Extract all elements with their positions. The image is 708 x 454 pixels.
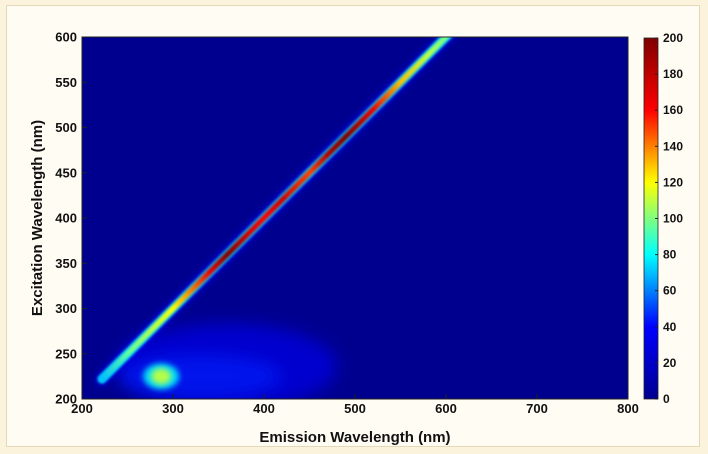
y-tick-label: 400 <box>55 211 77 226</box>
y-tick-label: 450 <box>55 165 77 180</box>
x-tick-label: 300 <box>162 401 184 416</box>
y-tick-label: 600 <box>55 30 77 45</box>
fluorescence-peak <box>151 368 172 385</box>
colorbar-tick-label: 80 <box>663 248 677 262</box>
colorbar-tick-label: 140 <box>663 139 683 153</box>
x-tick-label: 600 <box>435 401 457 416</box>
colorbar-tick-label: 0 <box>663 392 670 406</box>
x-tick-label: 200 <box>71 401 93 416</box>
scatter-line <box>99 37 450 382</box>
x-tick-label: 800 <box>617 401 639 416</box>
x-tick-label: 400 <box>253 401 275 416</box>
fluorescence-region-core <box>118 354 283 399</box>
y-tick-label: 550 <box>55 75 77 90</box>
x-axis: 200 300 400 500 600 700 800 <box>71 394 639 416</box>
colorbar-tick-label: 160 <box>663 103 683 117</box>
colorbar-tick-label: 120 <box>663 175 683 189</box>
colorbar-tick-label: 100 <box>663 212 683 226</box>
y-tick-label: 200 <box>55 392 77 407</box>
y-tick-label: 250 <box>55 346 77 361</box>
colorbar-tick-label: 60 <box>663 284 677 298</box>
colorbar-tick-label: 20 <box>663 356 677 370</box>
y-tick-label: 500 <box>55 120 77 135</box>
colorbar-ticks: 0 20 40 60 80 100 120 140 160 180 200 <box>655 31 683 406</box>
x-axis-label: Emission Wavelength (nm) <box>259 429 450 446</box>
y-tick-label: 300 <box>55 301 77 316</box>
y-tick-label: 350 <box>55 256 77 271</box>
y-axis-label: Excitation Wavelength (nm) <box>29 120 46 316</box>
heatmap-layer <box>95 37 456 399</box>
y-axis: 200 250 300 350 400 450 500 550 600 <box>55 30 87 407</box>
colorbar-tick-label: 40 <box>663 320 677 334</box>
x-tick-label: 700 <box>526 401 548 416</box>
x-tick-label: 500 <box>344 401 366 416</box>
colorbar-tick-label: 180 <box>663 67 683 81</box>
colorbar-tick-label: 200 <box>663 31 683 45</box>
